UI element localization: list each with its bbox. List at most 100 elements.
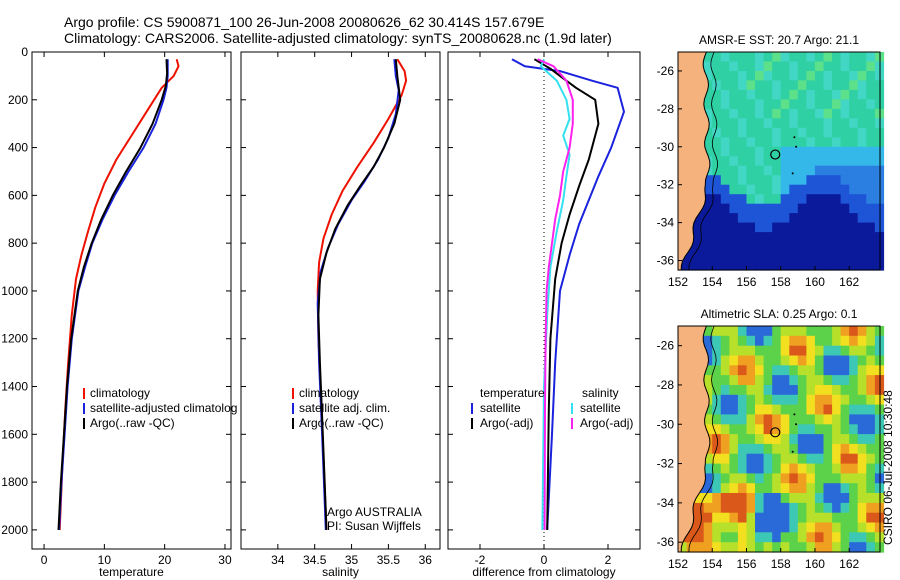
sla-field-cell [814, 335, 825, 347]
sst-field-cell [857, 241, 867, 252]
sst-field-cell [763, 175, 773, 186]
sst-field-cell [695, 232, 705, 243]
sla-land [677, 325, 711, 553]
sst-field-cell [763, 108, 773, 119]
sla-field-cell [823, 463, 833, 474]
header-line2: Climatology: CARS2006. Satellite-adjuste… [64, 30, 612, 46]
sla-field-cell [866, 375, 876, 386]
sla-field-cell [814, 502, 825, 514]
sla-field-cell [720, 502, 730, 514]
sla-field-cell [857, 463, 867, 474]
sla-field-cell [729, 355, 739, 366]
sla-field-cell [823, 404, 833, 415]
sla-field-cell [806, 345, 816, 357]
header-line1: Argo profile: CS 5900871_100 26-Jun-2008… [64, 14, 544, 30]
sst-field-cell [797, 222, 807, 233]
sst-field-cell [840, 99, 850, 110]
sla-field-cell [755, 463, 765, 474]
sst-field-cell [763, 222, 773, 233]
sst-field-cell [840, 203, 850, 214]
sla-field-cell [857, 443, 867, 455]
sst-field-cell [755, 61, 765, 72]
sst-field-cell [832, 108, 842, 119]
sst-ytick-label: -28 [657, 102, 675, 116]
sla-field-cell [857, 532, 867, 543]
sst-field-cell [772, 52, 782, 63]
sst-field-cell [832, 203, 842, 214]
sst-field-cell [823, 251, 833, 262]
sla-field-cell [772, 394, 782, 406]
sst-field-cell [866, 213, 876, 224]
sst-field-cell [686, 251, 696, 262]
sla-field-cell [763, 335, 773, 347]
sst-field-cell [849, 222, 859, 233]
sst-field-cell [695, 213, 705, 224]
sst-field-cell [849, 137, 859, 148]
sst-field-cell [737, 146, 748, 157]
sla-field-cell [840, 532, 850, 543]
sst-field-cell [797, 175, 807, 186]
sst-field-cell [806, 222, 816, 233]
sst-field-cell [840, 61, 850, 72]
sla-ytick-label: -32 [657, 457, 675, 471]
sla-field-cell [703, 512, 713, 524]
sst-field-cell [814, 89, 825, 100]
sla-field-cell [712, 345, 722, 357]
sla-field-cell [712, 532, 722, 543]
sst-field-cell [823, 260, 833, 271]
sla-xtick-label: 152 [668, 557, 688, 571]
sst-field-cell [797, 61, 807, 72]
sst-ytick-label: -34 [657, 216, 675, 230]
sst-field-cell [857, 232, 867, 243]
salinity-xtick-label: 34.5 [303, 553, 327, 567]
sst-field-cell [866, 184, 876, 195]
sla-field-cell [737, 394, 748, 406]
sst-field-cell [840, 71, 850, 82]
sla-field-cell [772, 404, 782, 415]
sst-field-cell [789, 184, 799, 195]
sla-field-cell [797, 453, 807, 465]
sla-field-cell [780, 335, 790, 347]
sla-field-cell [780, 443, 790, 455]
sst-field-cell [814, 165, 825, 176]
sst-field-cell [772, 260, 782, 271]
sla-field-cell [772, 493, 782, 504]
sla-field-cell [780, 473, 790, 484]
sla-field-cell [789, 404, 799, 415]
sla-field-cell [823, 473, 833, 484]
sla-field-cell [832, 463, 842, 474]
sla-field-cell [797, 512, 807, 524]
sst-field-cell [832, 118, 842, 129]
sla-field-cell [797, 326, 807, 337]
sla-field-cell [832, 512, 842, 524]
sst-field-cell [772, 184, 782, 195]
sst-field-cell [729, 61, 739, 72]
sla-field-cell [789, 326, 799, 337]
sla-field-cell [737, 443, 748, 455]
temperature-ytick-label: 600 [8, 188, 28, 202]
sst-field-cell [746, 156, 756, 167]
sst-field-cell [729, 108, 739, 119]
sst-field-cell [746, 251, 756, 262]
sla-field-cell [755, 414, 765, 425]
sst-land [677, 51, 711, 271]
sla-field-cell [806, 483, 816, 494]
sla-field-cell [866, 493, 876, 504]
sla-field-cell [763, 424, 773, 435]
sla-field-cell [729, 463, 739, 474]
sst-field-cell [814, 71, 825, 82]
sst-field-cell [806, 61, 816, 72]
sst-field-cell [797, 99, 807, 110]
difference-legend-label: Argo(-adj) [580, 416, 633, 430]
sst-field-cell [797, 71, 807, 82]
sst-field-cell [755, 52, 765, 63]
sla-field-cell [780, 512, 790, 524]
sst-field-cell [703, 99, 713, 110]
sla-field-cell [755, 493, 765, 504]
sla-field-cell [755, 385, 765, 396]
sst-field-cell [780, 156, 790, 167]
sla-field-cell [720, 326, 730, 337]
sst-field-cell [686, 260, 696, 271]
sst-field-cell [729, 89, 739, 100]
